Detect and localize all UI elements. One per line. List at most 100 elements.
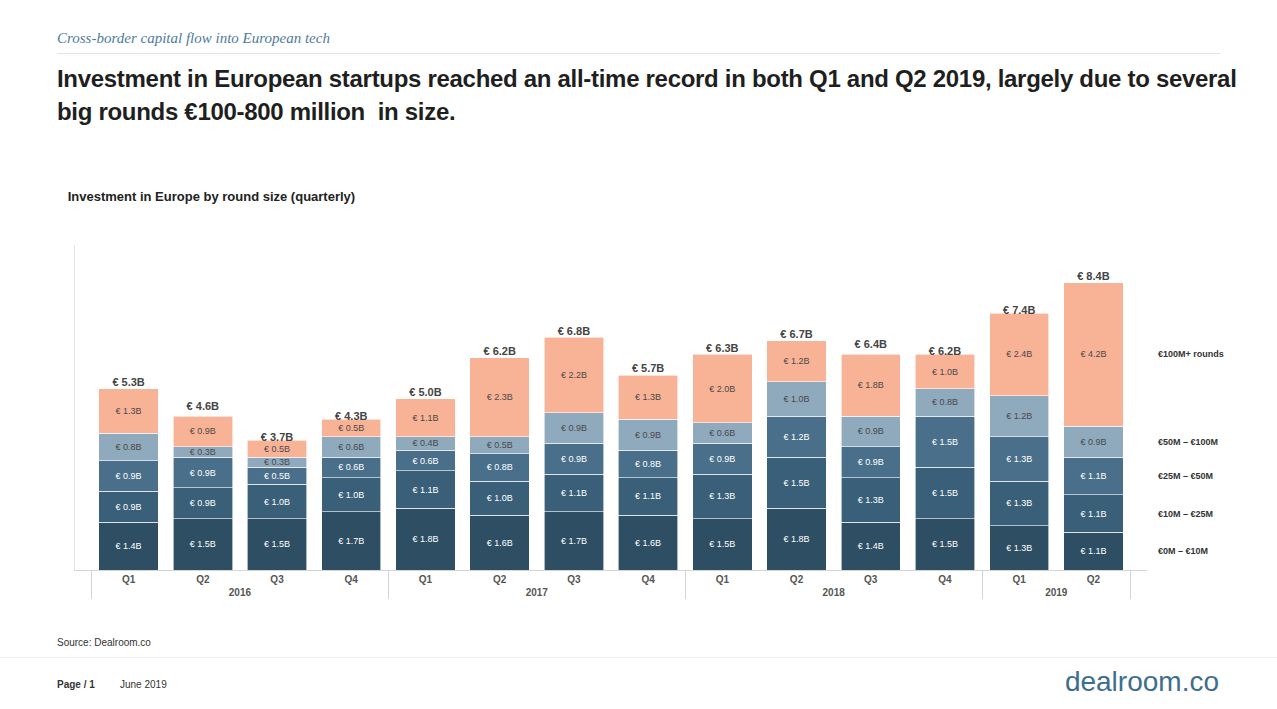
svg-text:€ 0.9B: € 0.9B xyxy=(858,426,884,436)
svg-text:€ 2.0B: € 2.0B xyxy=(709,384,735,394)
svg-text:€ 0.3B: € 0.3B xyxy=(190,447,216,457)
svg-text:€ 1.5B: € 1.5B xyxy=(784,478,810,488)
svg-text:€ 1.3B: € 1.3B xyxy=(858,495,884,505)
svg-text:€ 4.2B: € 4.2B xyxy=(1080,349,1106,359)
svg-text:€ 6.3B: € 6.3B xyxy=(706,342,738,354)
svg-text:€50M – €100M: €50M – €100M xyxy=(1158,437,1218,447)
svg-text:Q1: Q1 xyxy=(716,574,730,585)
svg-text:Q2: Q2 xyxy=(196,574,210,585)
svg-text:Q2: Q2 xyxy=(790,574,804,585)
svg-text:2019: 2019 xyxy=(1045,587,1068,598)
svg-text:€ 6.4B: € 6.4B xyxy=(855,338,887,350)
svg-text:€ 1.5B: € 1.5B xyxy=(264,539,290,549)
svg-text:Q4: Q4 xyxy=(345,574,359,585)
svg-text:€ 0.5B: € 0.5B xyxy=(487,440,513,450)
svg-text:€ 1.0B: € 1.0B xyxy=(784,394,810,404)
svg-text:€ 0.6B: € 0.6B xyxy=(709,428,735,438)
svg-text:€ 0.5B: € 0.5B xyxy=(264,471,290,481)
svg-text:€10M – €25M: €10M – €25M xyxy=(1158,509,1213,519)
svg-text:€ 7.4B: € 7.4B xyxy=(1003,304,1035,316)
svg-text:€ 1.5B: € 1.5B xyxy=(932,539,958,549)
svg-text:€ 6.8B: € 6.8B xyxy=(558,325,590,337)
svg-text:€ 0.8B: € 0.8B xyxy=(487,462,513,472)
svg-text:€ 1.0B: € 1.0B xyxy=(338,490,364,500)
svg-text:€ 2.3B: € 2.3B xyxy=(487,392,513,402)
svg-text:€ 0.5B: € 0.5B xyxy=(338,423,364,433)
svg-text:€ 5.7B: € 5.7B xyxy=(632,362,664,374)
svg-text:€ 0.8B: € 0.8B xyxy=(932,397,958,407)
svg-text:€ 0.8B: € 0.8B xyxy=(116,442,142,452)
svg-text:€ 0.3B: € 0.3B xyxy=(264,457,290,467)
svg-text:€ 6.7B: € 6.7B xyxy=(780,328,812,340)
svg-text:Investment in Europe by round: Investment in Europe by round size (quar… xyxy=(68,189,356,204)
svg-text:€ 1.1B: € 1.1B xyxy=(1080,546,1106,556)
svg-text:€ 1.7B: € 1.7B xyxy=(561,536,587,546)
svg-text:Q3: Q3 xyxy=(270,574,284,585)
svg-text:Q2: Q2 xyxy=(1087,574,1101,585)
svg-text:€ 5.0B: € 5.0B xyxy=(409,386,441,398)
svg-text:€ 0.6B: € 0.6B xyxy=(338,462,364,472)
svg-text:€100M+ rounds: €100M+ rounds xyxy=(1158,349,1224,359)
svg-text:€ 1.0B: € 1.0B xyxy=(264,497,290,507)
svg-text:€ 1.2B: € 1.2B xyxy=(784,432,810,442)
svg-text:€ 0.5B: € 0.5B xyxy=(264,444,290,454)
svg-text:€ 1.1B: € 1.1B xyxy=(635,491,661,501)
svg-text:€ 0.9B: € 0.9B xyxy=(116,502,142,512)
svg-text:€ 0.9B: € 0.9B xyxy=(561,423,587,433)
svg-text:€ 0.6B: € 0.6B xyxy=(412,456,438,466)
svg-text:€ 0.9B: € 0.9B xyxy=(190,426,216,436)
svg-text:€ 0.9B: € 0.9B xyxy=(561,454,587,464)
svg-text:2016: 2016 xyxy=(229,587,252,598)
svg-text:€ 0.9B: € 0.9B xyxy=(190,498,216,508)
svg-text:€ 1.1B: € 1.1B xyxy=(1080,471,1106,481)
svg-text:€0M – €10M: €0M – €10M xyxy=(1158,546,1208,556)
svg-text:€ 1.2B: € 1.2B xyxy=(784,356,810,366)
svg-text:€ 8.4B: € 8.4B xyxy=(1077,270,1109,282)
svg-text:€ 1.8B: € 1.8B xyxy=(412,534,438,544)
svg-text:€ 0.9B: € 0.9B xyxy=(190,468,216,478)
svg-text:Q2: Q2 xyxy=(493,574,507,585)
svg-text:€ 0.4B: € 0.4B xyxy=(412,438,438,448)
svg-text:Q1: Q1 xyxy=(122,574,136,585)
svg-text:€ 1.5B: € 1.5B xyxy=(932,437,958,447)
svg-text:€ 1.1B: € 1.1B xyxy=(412,413,438,423)
svg-text:2018: 2018 xyxy=(823,587,846,598)
svg-text:€ 0.9B: € 0.9B xyxy=(709,454,735,464)
svg-text:€ 2.2B: € 2.2B xyxy=(561,370,587,380)
svg-text:€ 0.8B: € 0.8B xyxy=(635,459,661,469)
svg-text:€25M – €50M: €25M – €50M xyxy=(1158,471,1213,481)
svg-text:€ 0.9B: € 0.9B xyxy=(858,457,884,467)
svg-text:€ 1.3B: € 1.3B xyxy=(1006,454,1032,464)
svg-text:€ 1.5B: € 1.5B xyxy=(932,488,958,498)
svg-text:Q3: Q3 xyxy=(864,574,878,585)
svg-text:€ 0.6B: € 0.6B xyxy=(338,442,364,452)
svg-text:€ 1.6B: € 1.6B xyxy=(487,538,513,548)
svg-text:Q1: Q1 xyxy=(1013,574,1027,585)
svg-text:€ 1.8B: € 1.8B xyxy=(858,380,884,390)
svg-text:€ 0.9B: € 0.9B xyxy=(1080,437,1106,447)
svg-text:€ 1.3B: € 1.3B xyxy=(709,491,735,501)
svg-text:€ 4.6B: € 4.6B xyxy=(187,400,219,412)
svg-text:€ 1.5B: € 1.5B xyxy=(190,539,216,549)
svg-text:€ 1.2B: € 1.2B xyxy=(1006,411,1032,421)
svg-text:Q1: Q1 xyxy=(419,574,433,585)
svg-text:€ 1.3B: € 1.3B xyxy=(116,406,142,416)
svg-text:€ 6.2B: € 6.2B xyxy=(483,345,515,357)
svg-text:€ 1.3B: € 1.3B xyxy=(1006,498,1032,508)
svg-text:2017: 2017 xyxy=(526,587,549,598)
svg-text:€ 6.2B: € 6.2B xyxy=(929,345,961,357)
svg-text:€ 1.1B: € 1.1B xyxy=(561,488,587,498)
svg-text:€ 5.3B: € 5.3B xyxy=(112,376,144,388)
svg-text:Q4: Q4 xyxy=(938,574,952,585)
svg-text:€ 0.9B: € 0.9B xyxy=(116,471,142,481)
svg-text:€ 1.1B: € 1.1B xyxy=(412,485,438,495)
svg-text:€ 1.0B: € 1.0B xyxy=(487,493,513,503)
svg-text:€ 1.4B: € 1.4B xyxy=(858,541,884,551)
svg-text:€ 4.3B: € 4.3B xyxy=(335,410,367,422)
svg-text:€ 1.3B: € 1.3B xyxy=(635,392,661,402)
svg-text:€ 3.7B: € 3.7B xyxy=(261,431,293,443)
svg-text:€ 2.4B: € 2.4B xyxy=(1006,349,1032,359)
svg-text:€ 1.1B: € 1.1B xyxy=(1080,509,1106,519)
svg-text:Q4: Q4 xyxy=(641,574,655,585)
svg-text:Q3: Q3 xyxy=(567,574,581,585)
